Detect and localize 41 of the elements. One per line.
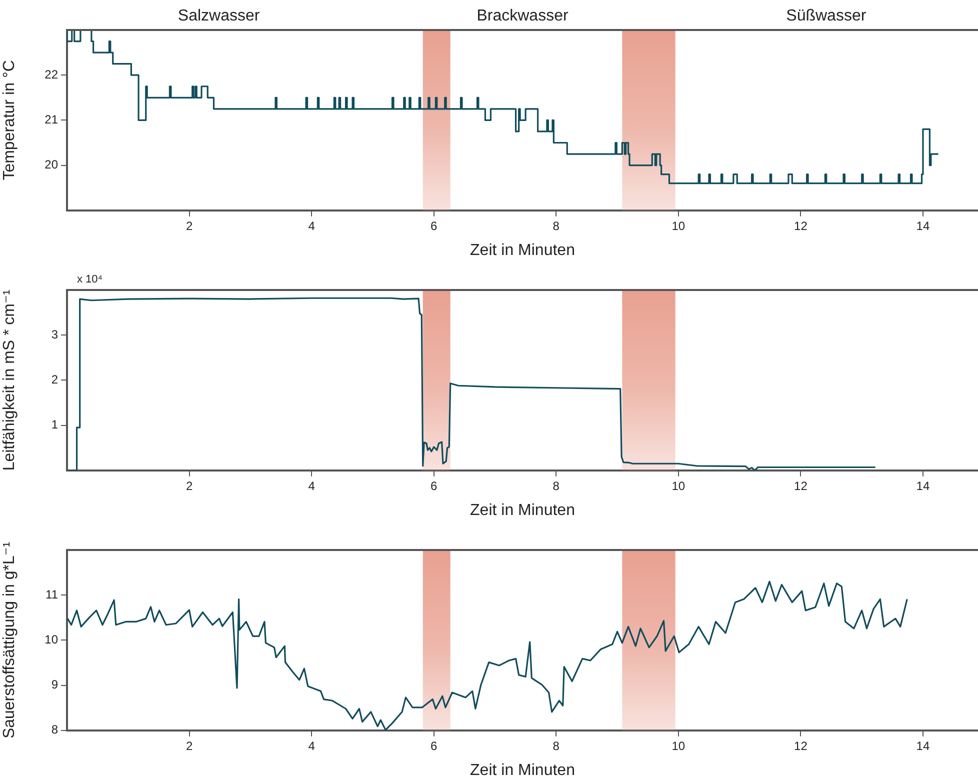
y-tick-label: 1 — [51, 418, 58, 432]
x-tick-label: 14 — [916, 478, 930, 493]
x-tick-label: 6 — [430, 738, 438, 753]
x-tick-label: 12 — [794, 218, 808, 233]
x-tick-label: 12 — [794, 478, 808, 493]
y-tick-label: 2 — [51, 372, 58, 387]
x-tick-label: 2 — [186, 478, 193, 493]
x-tick-label: 4 — [308, 478, 316, 493]
x-axis-title: Zeit in Minuten — [470, 502, 575, 519]
y-axis-title: Leitfähigkeit in mS * cm⁻¹ — [1, 290, 18, 471]
x-axis-title: Zeit in Minuten — [470, 762, 575, 779]
x-tick-label: 8 — [552, 738, 560, 753]
y-axis-title: Temperatur in °C — [1, 60, 18, 180]
text: x 10⁴ — [77, 274, 103, 286]
y-tick-label: 22 — [44, 67, 58, 82]
x-axis-title: Zeit in Minuten — [470, 242, 575, 259]
x-tick-label: 4 — [308, 738, 316, 753]
y-tick-label: 10 — [44, 632, 58, 647]
x-tick-label: 10 — [672, 218, 686, 233]
text: Brackwasser — [476, 7, 569, 24]
x-tick-label: 14 — [916, 738, 930, 753]
text: Süßwasser — [786, 7, 867, 24]
y-tick-label: 3 — [51, 327, 58, 342]
x-tick-label: 10 — [672, 478, 686, 493]
y-tick-label: 21 — [44, 112, 58, 127]
y-tick-label: 9 — [51, 678, 58, 692]
y-axis-title: Sauerstoffsättigung in g*L⁻¹ — [1, 542, 18, 739]
text: Salzwasser — [178, 7, 260, 24]
y-tick-label: 11 — [46, 587, 58, 602]
y-tick-label: 8 — [51, 722, 58, 737]
x-tick-label: 4 — [308, 218, 316, 233]
x-tick-label: 14 — [916, 218, 930, 233]
x-tick-label: 8 — [552, 478, 560, 493]
x-tick-label: 8 — [552, 218, 560, 233]
x-tick-label: 2 — [186, 738, 193, 753]
x-tick-label: 6 — [430, 478, 438, 493]
y-tick-label: 20 — [44, 158, 58, 172]
x-tick-label: 6 — [430, 218, 438, 233]
x-tick-label: 12 — [794, 738, 808, 753]
x-tick-label: 2 — [186, 218, 193, 233]
x-tick-label: 10 — [672, 738, 686, 753]
